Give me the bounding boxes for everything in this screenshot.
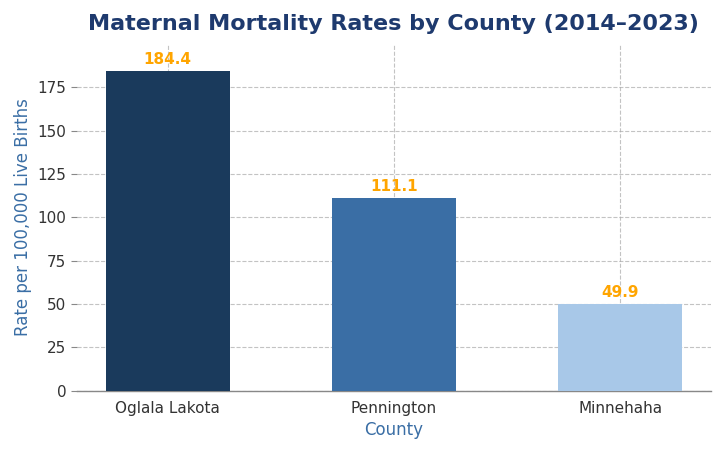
Text: 184.4: 184.4: [144, 52, 192, 67]
Text: 111.1: 111.1: [370, 178, 418, 194]
Text: 49.9: 49.9: [601, 285, 639, 300]
Title: Maternal Mortality Rates by County (2014–2023): Maternal Mortality Rates by County (2014…: [88, 14, 700, 34]
Bar: [106, 71, 230, 391]
Y-axis label: Rate per 100,000 Live Births: Rate per 100,000 Live Births: [14, 98, 32, 336]
Bar: [558, 304, 682, 391]
X-axis label: County: County: [365, 421, 423, 439]
Bar: [332, 198, 456, 391]
